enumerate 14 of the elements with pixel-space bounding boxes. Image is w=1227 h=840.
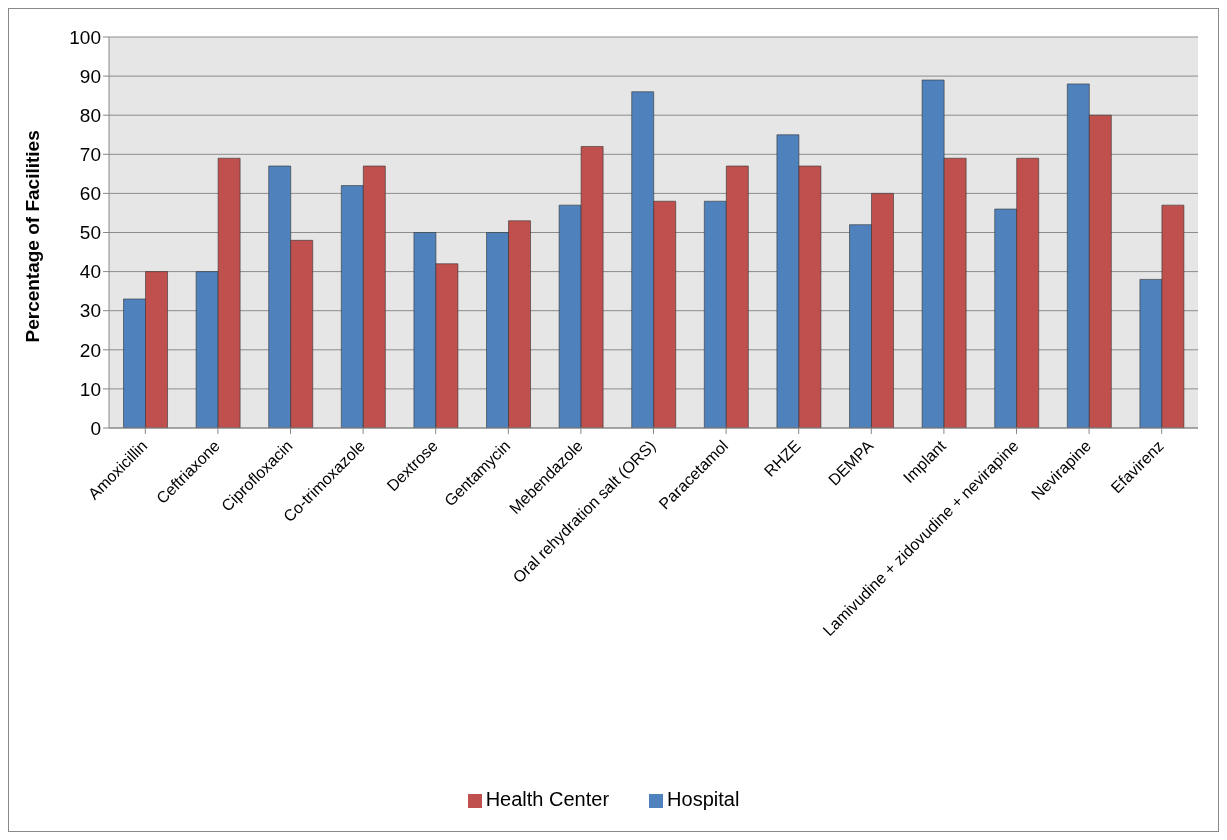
legend-label: Health Center: [485, 788, 610, 810]
y-tick-label: 100: [69, 26, 101, 48]
y-tick-label: 50: [79, 222, 101, 244]
y-tick-label: 10: [79, 378, 101, 400]
y-tick-label: 20: [79, 339, 101, 361]
y-tick-label: 60: [79, 183, 101, 205]
y-tick-label: 80: [79, 104, 101, 126]
y-tick-label: 0: [90, 417, 101, 439]
legend-label: Hospital: [667, 788, 740, 810]
y-axis-title: Percentage of Facilities: [21, 130, 43, 343]
y-tick-label: 30: [79, 300, 101, 322]
y-tick-label: 70: [79, 144, 101, 166]
y-tick-label: 40: [79, 261, 101, 283]
y-tick-label: 90: [79, 65, 101, 87]
